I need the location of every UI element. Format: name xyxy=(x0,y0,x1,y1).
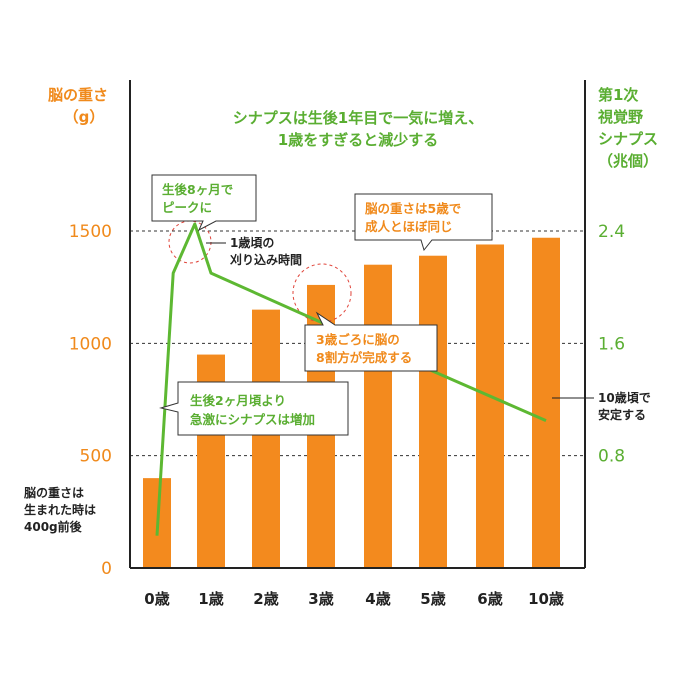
x-tick-1: 1歳 xyxy=(198,590,223,608)
x-tick-4: 4歳 xyxy=(365,590,390,608)
bar-2 xyxy=(252,309,280,568)
left-tick-3: 1500 xyxy=(69,222,112,242)
callout-peak-line2: ピークに xyxy=(162,200,212,215)
headline-line2: 1歳をすぎると減少する xyxy=(278,131,438,149)
note-stable-line1: 10歳頃で xyxy=(598,390,651,405)
x-tick-0: 0歳 xyxy=(144,590,169,608)
left-tick-0: 0 xyxy=(101,559,112,579)
callout-three-years-line2: 8割方が完成する xyxy=(316,350,412,365)
right-axis-title-line2: 視覚野 xyxy=(597,108,643,126)
callout-two-months-line1: 生後2ヶ月頃より xyxy=(190,393,286,408)
ticks: 0 500 1000 1500 0.8 1.6 2.4 0歳 1歳 2歳 3歳 4歳 5歳 6歳 10歳 xyxy=(69,222,625,608)
three-years-highlight-circle xyxy=(292,263,352,323)
x-tick-6: 6歳 xyxy=(477,590,502,608)
callout-brain-adult-line1: 脳の重さは5歳で xyxy=(365,201,461,216)
note-birth-weight-line1: 脳の重さは xyxy=(24,485,84,500)
callout-three-years: 3歳ごろに脳の 8割方が完成する xyxy=(304,311,438,372)
callout-two-months: 生後2ヶ月頃より 急激にシナプスは増加 xyxy=(159,381,349,436)
right-axis-title-line3: シナプス xyxy=(598,130,658,148)
callout-two-months-line2: 急激にシナプスは増加 xyxy=(190,412,315,427)
x-tick-5: 5歳 xyxy=(420,590,445,608)
right-tick-0: 0.8 xyxy=(598,447,625,467)
callout-brain-adult: 脳の重さは5歳で 成人とほぼ同じ xyxy=(354,193,493,252)
note-birth-weight-line2: 生まれた時は xyxy=(24,502,96,517)
right-tick-2: 2.4 xyxy=(598,222,625,242)
callout-three-years-line1: 3歳ごろに脳の xyxy=(316,332,400,347)
right-axis-title-line1: 第1次 xyxy=(598,86,638,104)
bar-6 xyxy=(476,244,504,569)
bar-7 xyxy=(532,237,560,569)
bar-4 xyxy=(364,264,392,568)
x-tick-2: 2歳 xyxy=(253,590,278,608)
callout-brain-adult-line2: 成人とほぼ同じ xyxy=(365,219,453,234)
note-pruning-line1: 1歳頃の xyxy=(230,235,274,250)
axes xyxy=(129,80,586,569)
right-axis-title-line4: （兆個） xyxy=(598,152,658,170)
note-pruning-line2: 刈り込み時間 xyxy=(230,252,302,267)
left-tick-2: 1000 xyxy=(69,334,112,354)
left-axis-title-line2: （g） xyxy=(64,108,105,126)
note-stable-line2: 安定する xyxy=(598,407,646,422)
note-birth-weight-line3: 400g前後 xyxy=(24,519,83,534)
x-tick-3: 3歳 xyxy=(308,590,333,608)
left-axis-title-line1: 脳の重さ xyxy=(48,86,108,104)
bar-5 xyxy=(419,255,447,569)
callout-peak-line1: 生後8ヶ月で xyxy=(162,182,233,197)
gridlines xyxy=(130,230,585,457)
headline-line1: シナプスは生後1年目で一気に増え、 xyxy=(233,109,483,127)
callout-peak: 生後8ヶ月で ピークに xyxy=(151,174,257,232)
right-tick-1: 1.6 xyxy=(598,334,625,354)
left-tick-1: 500 xyxy=(80,447,112,467)
x-tick-7: 10歳 xyxy=(528,590,564,608)
